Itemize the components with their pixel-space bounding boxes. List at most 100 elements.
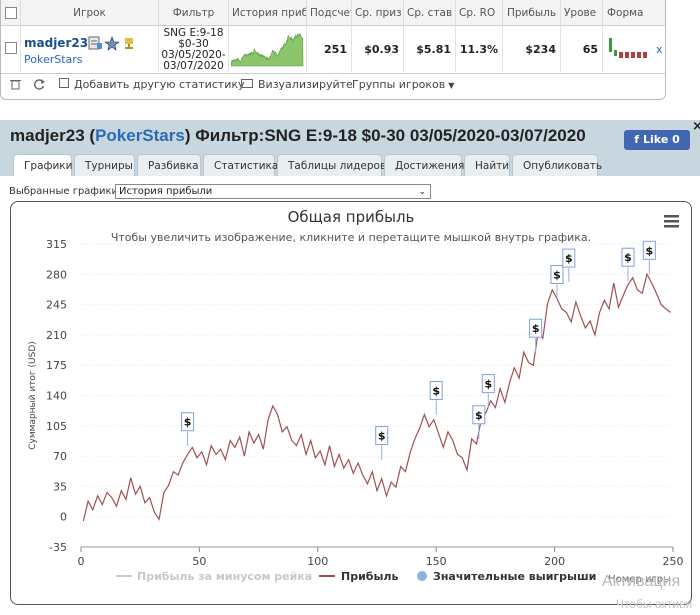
tab-7[interactable]: Опубликовать bbox=[512, 154, 602, 176]
trash-icon[interactable] bbox=[9, 78, 21, 93]
like-label: Like 0 bbox=[643, 133, 680, 146]
big-win-flag bbox=[375, 426, 389, 446]
refresh-icon[interactable] bbox=[33, 78, 45, 93]
tab-6[interactable]: Найти bbox=[464, 154, 510, 176]
header-filter[interactable]: Фильтр bbox=[159, 0, 229, 26]
results-table: Игрок Фильтр История приб Подсчет Ср. пр… bbox=[0, 0, 666, 100]
player-name-link[interactable]: madjer23 bbox=[24, 36, 89, 50]
selected-charts-label: Выбранные графики: bbox=[9, 186, 122, 197]
legend-bigwins-dot bbox=[417, 571, 427, 581]
big-win-marker: $ bbox=[484, 378, 492, 391]
player-action-icons bbox=[88, 36, 133, 51]
profit-series-line bbox=[82, 272, 671, 522]
close-icon[interactable]: × bbox=[692, 119, 700, 134]
title-filter: Фильтр:SNG E:9-18 $0-30 03/05/2020-03/07… bbox=[195, 126, 586, 145]
x-tick-label: 200 bbox=[544, 555, 565, 568]
profit-chart[interactable]: Общая прибыль Чтобы увеличить изображение… bbox=[11, 202, 691, 604]
big-win-flag bbox=[529, 318, 543, 338]
avg-prize-cell: $0.93 bbox=[352, 26, 404, 74]
avg-stake-cell: $5.81 bbox=[404, 26, 456, 74]
player-groups-dropdown[interactable]: Группы игроков ▼ bbox=[352, 78, 454, 91]
big-win-flag bbox=[429, 381, 443, 401]
profit-sparkline[interactable] bbox=[231, 30, 305, 70]
tab-5[interactable]: Достижения bbox=[384, 154, 464, 176]
row-checkbox[interactable] bbox=[4, 42, 17, 54]
row-select[interactable] bbox=[1, 26, 21, 74]
header-form[interactable]: Форма bbox=[603, 0, 665, 26]
big-win-flag bbox=[621, 247, 635, 267]
big-win-marker: $ bbox=[532, 322, 540, 335]
legend-profit-label[interactable]: Прибыль bbox=[341, 570, 398, 583]
form-bar bbox=[619, 52, 623, 58]
y-tick-label: 280 bbox=[46, 268, 67, 281]
header-avg-stake[interactable]: Ср. став bbox=[404, 0, 456, 26]
tab-0[interactable]: Графики bbox=[13, 154, 72, 177]
chart-select[interactable]: История прибыли ⌄ bbox=[115, 184, 431, 199]
hamburger-icon[interactable] bbox=[664, 215, 679, 228]
big-win-marker: $ bbox=[378, 430, 386, 443]
y-axis-label: Суммарный итог (USD) bbox=[28, 341, 38, 450]
big-win-marker: $ bbox=[432, 385, 440, 398]
title-site-link[interactable]: PokerStars bbox=[95, 126, 185, 145]
header-count[interactable]: Подсчет bbox=[307, 0, 352, 26]
player-site-link[interactable]: PokerStars bbox=[24, 53, 83, 66]
header-profit-history[interactable]: История приб bbox=[229, 0, 307, 26]
filter-line: 03/07/2020 bbox=[163, 60, 224, 72]
big-win-flag bbox=[550, 265, 564, 285]
header-profit[interactable]: Прибыль bbox=[503, 0, 561, 26]
legend-bigwins-label[interactable]: Значительные выигрыши bbox=[433, 570, 596, 583]
form-bar bbox=[609, 38, 612, 52]
big-win-marker: $ bbox=[565, 252, 573, 265]
filter-line: SNG E:9-18 bbox=[163, 27, 224, 39]
level-cell: 65 bbox=[561, 26, 603, 74]
x-tick-label: 250 bbox=[663, 555, 684, 568]
notes-icon[interactable] bbox=[88, 36, 102, 50]
add-stats-icon bbox=[59, 78, 69, 88]
form-bar bbox=[625, 52, 629, 58]
tab-3[interactable]: Статистика bbox=[203, 154, 278, 176]
y-tick-label: 105 bbox=[46, 420, 67, 433]
big-win-flag bbox=[642, 240, 656, 260]
header-player[interactable]: Игрок bbox=[21, 0, 159, 26]
x-axis-label: Номер игры bbox=[608, 574, 671, 585]
big-win-flag bbox=[562, 248, 576, 268]
header-level[interactable]: Урове bbox=[561, 0, 603, 26]
filter-line: 03/05/2020- bbox=[161, 49, 226, 61]
facebook-like-button[interactable]: f Like 0 bbox=[624, 130, 690, 150]
profit-history-cell bbox=[229, 26, 307, 74]
legend-net-label[interactable]: Прибыль за минусом рейка bbox=[137, 570, 312, 583]
x-tick-label: 0 bbox=[78, 555, 85, 568]
header-select-all[interactable] bbox=[1, 0, 21, 26]
chevron-down-icon: ▼ bbox=[448, 81, 455, 90]
y-tick-label: 140 bbox=[46, 390, 67, 403]
big-win-marker: $ bbox=[184, 416, 192, 429]
count-cell: 251 bbox=[307, 26, 352, 74]
select-all-checkbox[interactable] bbox=[4, 7, 17, 19]
form-bar bbox=[637, 52, 641, 58]
visualize-label: Визуализируйте bbox=[258, 78, 353, 91]
tab-4[interactable]: Таблицы лидеров bbox=[277, 154, 386, 176]
chart-container[interactable]: Общая прибыль Чтобы увеличить изображение… bbox=[10, 201, 692, 605]
star-icon[interactable] bbox=[104, 36, 120, 51]
big-win-flag bbox=[481, 374, 495, 394]
tab-1[interactable]: Турниры bbox=[74, 154, 135, 176]
y-tick-label: 70 bbox=[53, 450, 67, 463]
player-cell: madjer23 PokerStars bbox=[21, 26, 159, 74]
activation-watermark-sub: Чтобы активи bbox=[616, 597, 693, 611]
header-avg-roi[interactable]: Ср. RO bbox=[456, 0, 503, 26]
chart-subtitle: Чтобы увеличить изображение, кликните и … bbox=[111, 231, 591, 244]
trophy-icon[interactable] bbox=[125, 38, 133, 49]
y-tick-label: 245 bbox=[46, 299, 67, 312]
activation-watermark: Активация bbox=[602, 573, 681, 590]
tab-2[interactable]: Разбивка bbox=[137, 154, 201, 176]
player-groups-label: Группы игроков bbox=[352, 78, 446, 91]
chart-select-value: История прибыли bbox=[119, 186, 213, 197]
x-tick-label: 100 bbox=[307, 555, 328, 568]
remove-row-link[interactable]: x bbox=[656, 43, 663, 56]
add-stats-button[interactable]: Добавить другую статистику bbox=[59, 78, 245, 91]
header-avg-prize[interactable]: Ср. приз bbox=[352, 0, 404, 26]
visualize-button[interactable]: Визуализируйте bbox=[241, 78, 353, 91]
x-tick-label: 50 bbox=[192, 555, 206, 568]
big-win-flag bbox=[472, 405, 486, 425]
page-title: madjer23 (PokerStars) Фильтр:SNG E:9-18 … bbox=[10, 126, 586, 145]
